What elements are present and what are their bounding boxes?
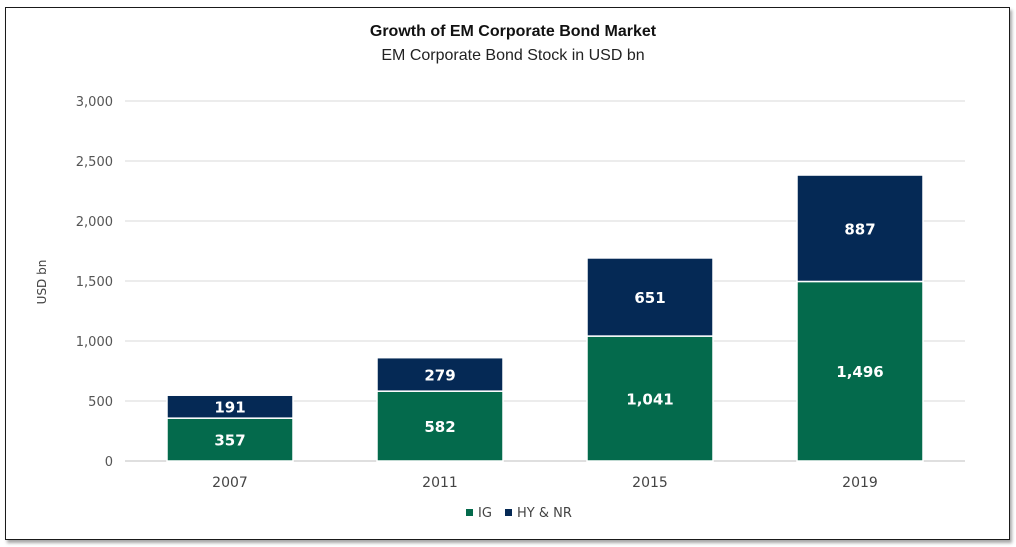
bar-hy-nr-2007 bbox=[166, 394, 294, 419]
legend-swatch-ig bbox=[466, 509, 473, 516]
y-tick-label: 0 bbox=[105, 455, 113, 470]
y-tick-label: 3,000 bbox=[76, 95, 113, 110]
x-tick-label: 2007 bbox=[212, 475, 248, 491]
data-label: 582 bbox=[424, 418, 455, 436]
data-label: 651 bbox=[634, 289, 665, 307]
x-axis-ticks: 2007 2011 2015 2019 bbox=[212, 475, 878, 491]
bar-ig-2007 bbox=[166, 417, 294, 462]
data-label: 1,496 bbox=[836, 363, 883, 381]
legend-label: HY & NR bbox=[517, 506, 572, 521]
data-label: 357 bbox=[214, 432, 245, 450]
bar-ig-2011 bbox=[376, 390, 504, 462]
y-tick-label: 2,000 bbox=[76, 215, 113, 230]
y-tick-label: 500 bbox=[88, 395, 113, 410]
chart-title: Growth of EM Corporate Bond Market bbox=[370, 23, 657, 40]
bar-hy-nr-2019 bbox=[796, 174, 924, 283]
data-label: 191 bbox=[214, 399, 245, 417]
data-label: 887 bbox=[844, 220, 875, 238]
legend: IG HY & NR bbox=[466, 506, 572, 521]
x-tick-label: 2019 bbox=[842, 475, 878, 491]
y-tick-label: 1,500 bbox=[76, 275, 113, 290]
x-tick-label: 2011 bbox=[422, 475, 458, 491]
y-axis-ticks: 0 500 1,000 1,500 2,000 2,500 3,000 bbox=[76, 95, 113, 470]
bar-hy-nr-2015 bbox=[586, 257, 714, 337]
y-axis-label: USD bn bbox=[35, 260, 49, 305]
data-label: 1,041 bbox=[626, 391, 673, 409]
bar-hy-nr-2011 bbox=[376, 356, 504, 392]
chart-subtitle: EM Corporate Bond Stock in USD bn bbox=[381, 47, 644, 64]
x-tick-label: 2015 bbox=[632, 475, 668, 491]
bar-ig-2019 bbox=[796, 280, 924, 462]
legend-label: IG bbox=[478, 506, 492, 521]
y-tick-label: 1,000 bbox=[76, 335, 113, 350]
bars: 357 191 582 279 1,041 651 1,496 887 bbox=[166, 174, 924, 462]
legend-swatch-hy-nr bbox=[505, 509, 512, 516]
bar-ig-2015 bbox=[586, 335, 714, 462]
data-label: 279 bbox=[424, 366, 455, 384]
y-tick-label: 2,500 bbox=[76, 155, 113, 170]
